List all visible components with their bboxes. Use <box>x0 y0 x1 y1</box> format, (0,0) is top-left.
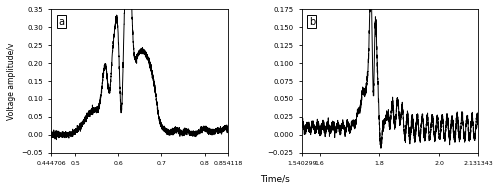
Text: Time/s: Time/s <box>260 175 290 184</box>
Y-axis label: Voltage amplitude/v: Voltage amplitude/v <box>7 42 16 120</box>
Text: b: b <box>308 17 315 27</box>
Text: a: a <box>58 17 64 27</box>
